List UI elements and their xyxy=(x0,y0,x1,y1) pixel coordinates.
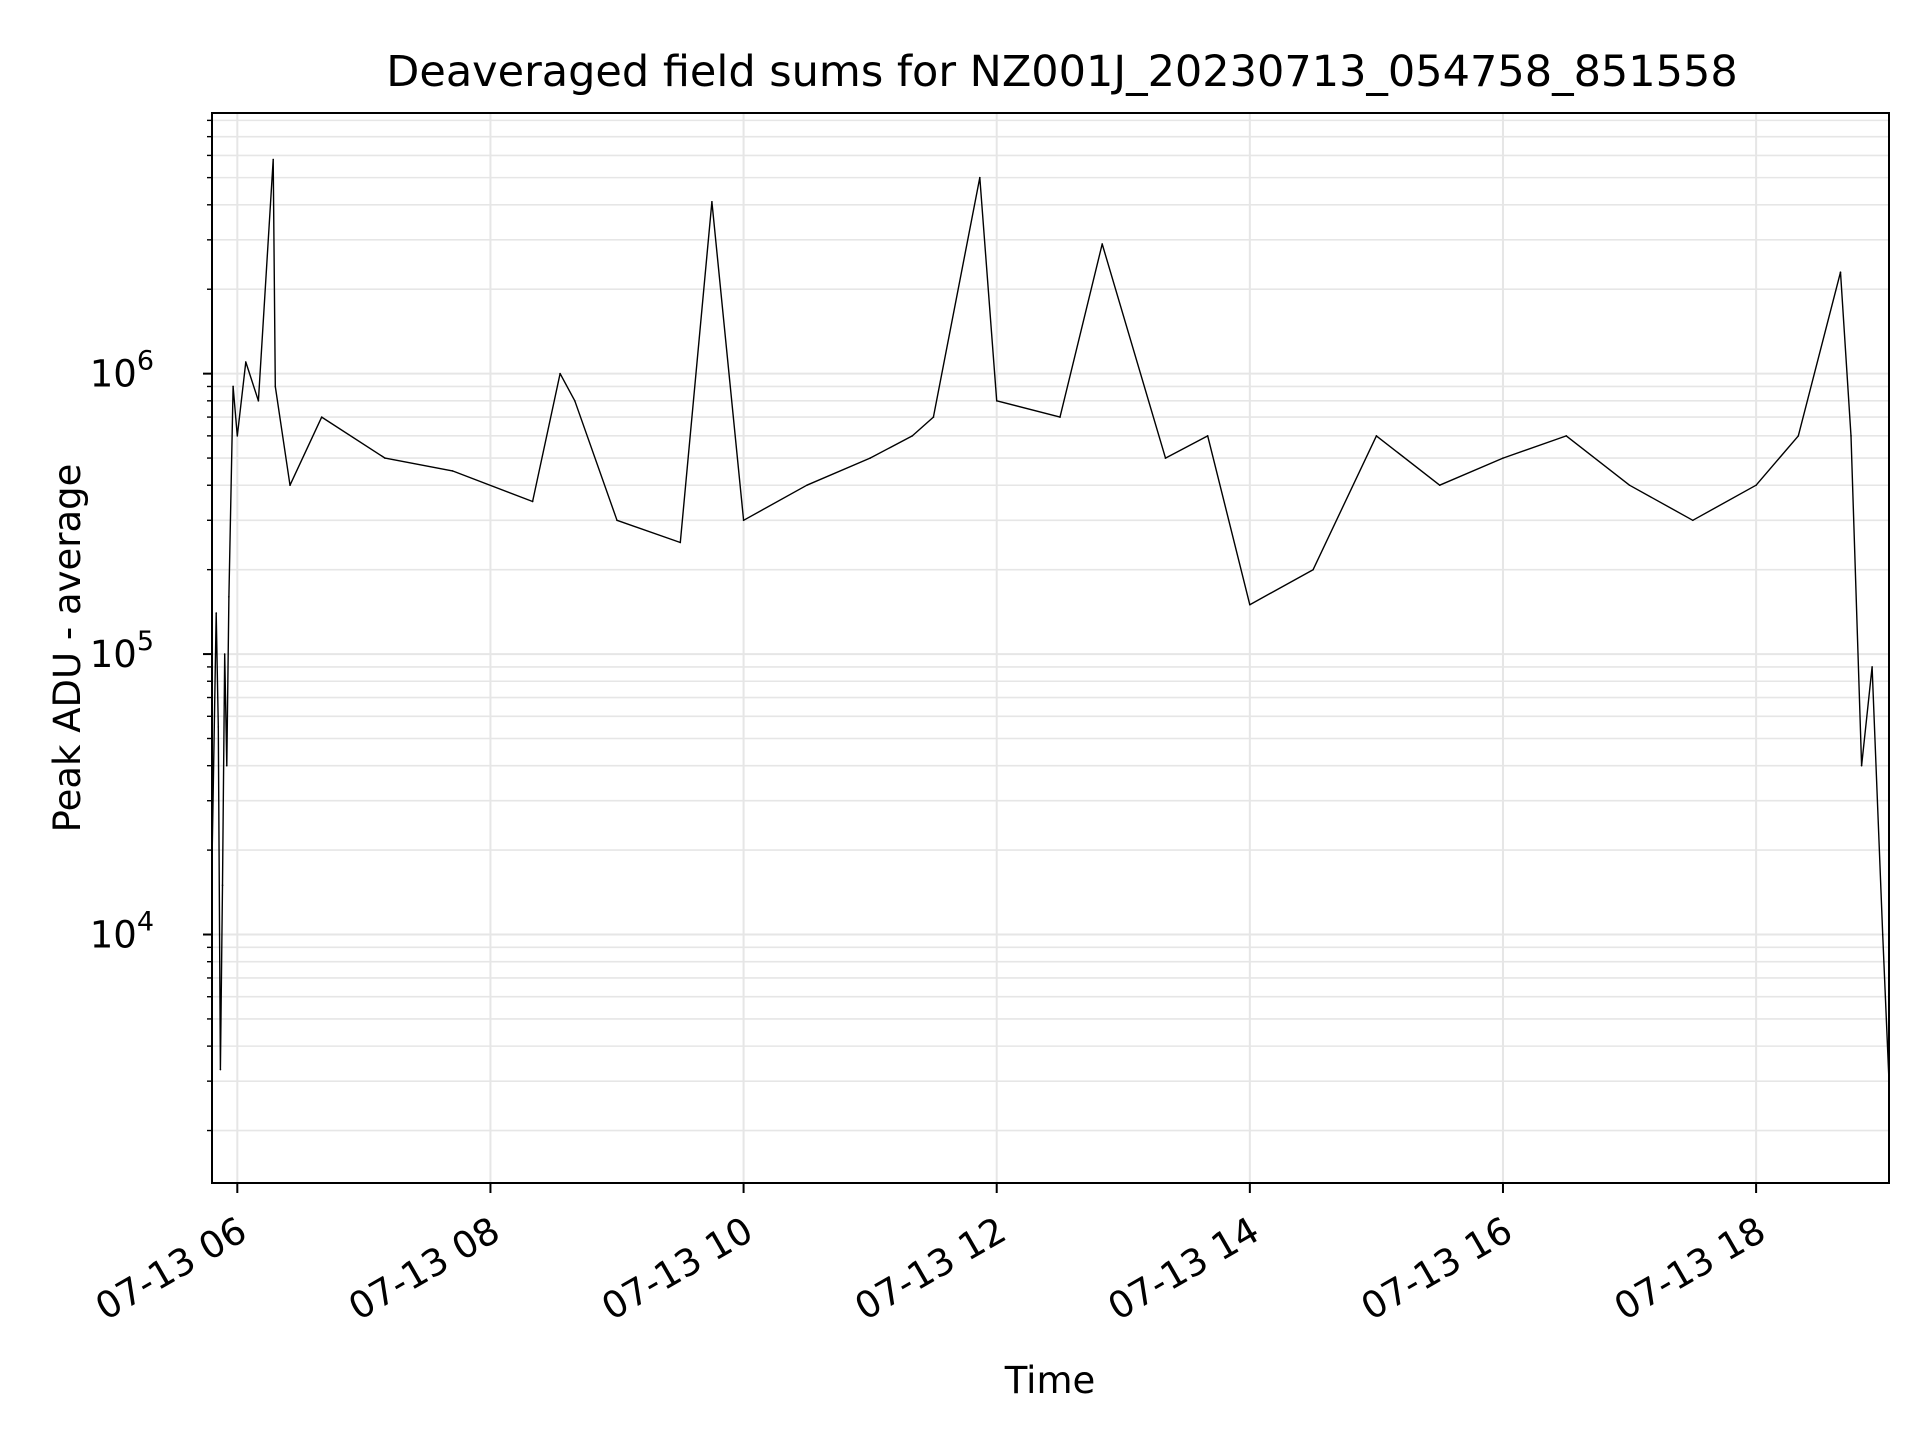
data-point xyxy=(1628,484,1631,487)
chart-title: Deaveraged field sums for NZ001J_2023071… xyxy=(386,47,1737,97)
data-point xyxy=(232,385,234,388)
data-point xyxy=(679,541,682,544)
data-point xyxy=(384,457,386,459)
grid-lines xyxy=(212,113,1889,1183)
data-point xyxy=(274,385,277,388)
data-point xyxy=(221,884,224,886)
y-tick-label: 104 xyxy=(90,907,154,957)
data-point xyxy=(869,457,871,459)
data-point xyxy=(1059,416,1061,418)
data-point xyxy=(320,416,323,418)
data-point xyxy=(451,470,454,472)
data-point xyxy=(217,726,220,728)
data-point xyxy=(1438,484,1441,487)
data-point xyxy=(979,176,981,179)
data-point xyxy=(228,596,230,598)
data-point xyxy=(272,158,274,161)
data-point xyxy=(215,612,218,614)
x-axis-label: Time xyxy=(1004,1359,1096,1402)
data-point xyxy=(742,519,745,522)
series-layer xyxy=(211,158,1890,1082)
y-tick-label: 105 xyxy=(90,626,154,676)
data-point xyxy=(1164,457,1167,459)
plot-frame xyxy=(211,112,1890,1184)
data-point xyxy=(225,764,228,767)
data-point xyxy=(911,435,914,437)
data-point xyxy=(1871,666,1873,668)
data-point xyxy=(289,484,291,487)
data-point xyxy=(711,200,713,203)
data-point xyxy=(1839,271,1842,274)
y-axis-label: Peak ADU - average xyxy=(46,464,89,833)
data-point xyxy=(1860,764,1863,767)
data-point xyxy=(1565,435,1568,437)
data-point xyxy=(1881,933,1884,936)
data-point xyxy=(574,400,576,402)
data-point xyxy=(1312,568,1314,571)
data-point xyxy=(1249,603,1251,606)
data-point xyxy=(236,435,239,437)
data-point xyxy=(1375,435,1378,437)
data-point xyxy=(1502,457,1504,459)
data-point xyxy=(244,361,247,363)
data-point xyxy=(223,653,226,655)
data-point xyxy=(1850,435,1852,437)
y-tick-label: 106 xyxy=(90,346,154,396)
data-point xyxy=(616,519,618,522)
data-point xyxy=(559,372,561,375)
data-point xyxy=(1692,519,1694,522)
data-point xyxy=(1206,435,1209,437)
data-point xyxy=(257,400,260,402)
data-point xyxy=(531,500,534,503)
data-point xyxy=(1755,484,1757,487)
data-point xyxy=(995,400,998,402)
data-point xyxy=(806,484,808,487)
data-point xyxy=(1797,435,1800,437)
data-point xyxy=(932,416,935,418)
data-point xyxy=(1101,243,1103,245)
data-point xyxy=(219,1068,222,1071)
